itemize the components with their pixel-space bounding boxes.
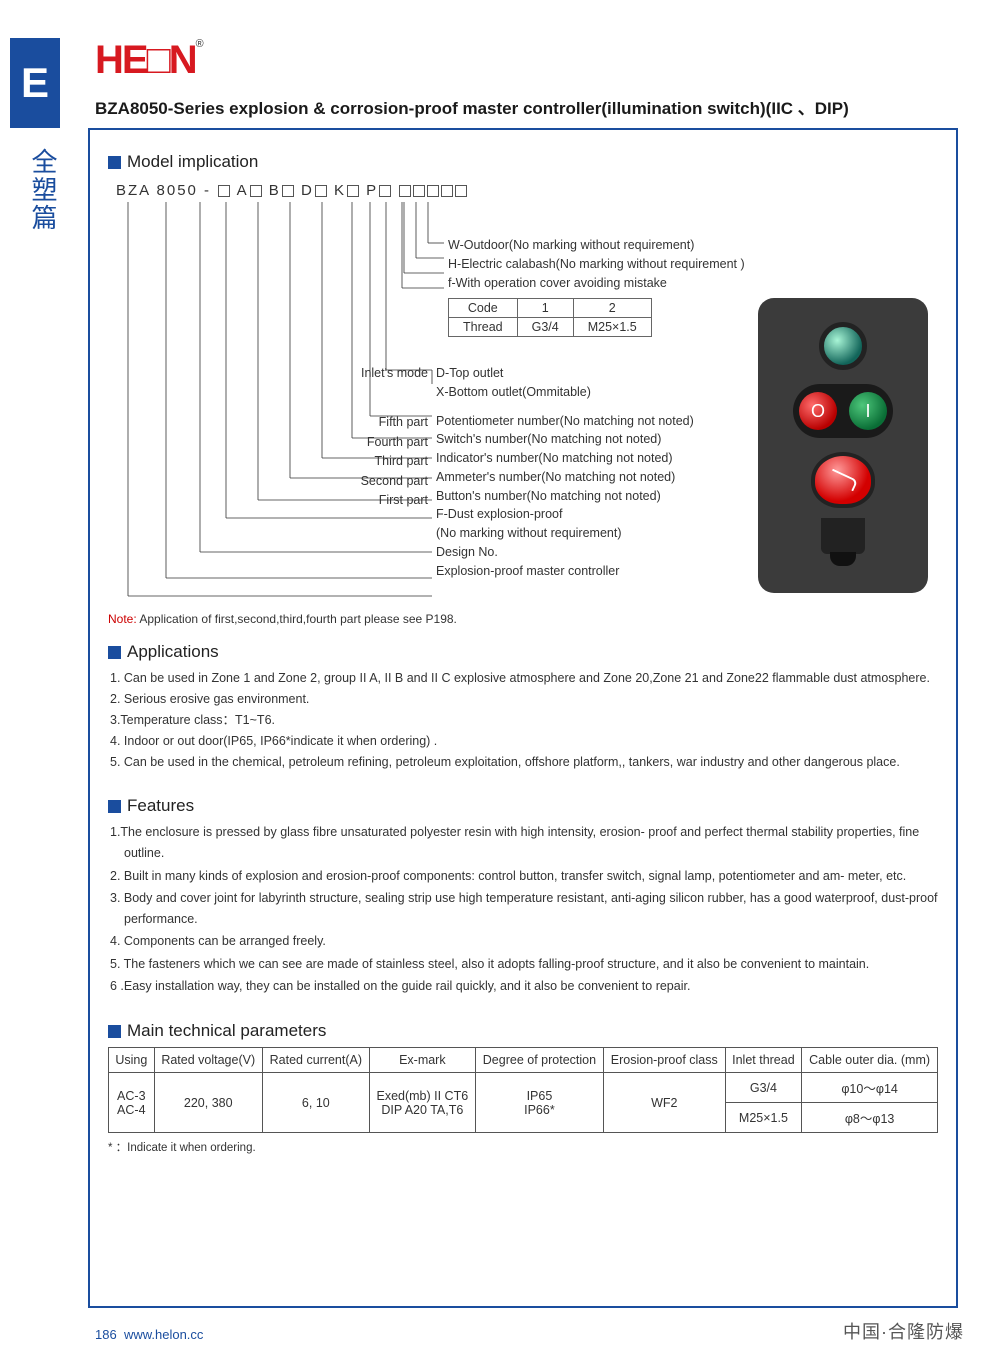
params-table: Using Rated voltage(V) Rated current(A) …	[108, 1047, 938, 1133]
footer-brand: 中国·合隆防爆	[843, 1318, 964, 1344]
section-title: Model implication	[127, 152, 258, 172]
side-cn-label: 全塑篇	[24, 148, 61, 232]
part-labels: Inlet's mode Fifth part Fourth part Thir…	[308, 364, 428, 510]
applications-list: 1. Can be used in Zone 1 and Zone 2, gro…	[108, 668, 938, 772]
list-item: 3. Body and cover joint for labyrinth st…	[110, 888, 938, 931]
line-d: D-Top outlet	[436, 364, 694, 383]
emergency-stop-icon	[811, 452, 875, 508]
line-h: H-Electric calabash(No marking without r…	[448, 255, 745, 274]
list-item: 1. Can be used in Zone 1 and Zone 2, gro…	[110, 668, 938, 688]
start-button-icon: I	[849, 392, 887, 430]
features-list: 1.The enclosure is pressed by glass fibr…	[108, 822, 938, 997]
indicator-lamp-icon	[819, 322, 867, 370]
bullet-icon	[108, 800, 121, 813]
model-diagram: BZA 8050 - A B D K P	[108, 178, 938, 618]
list-item: 2. Built in many kinds of explosion and …	[110, 866, 938, 887]
list-item: 4. Indoor or out door(IP65, IP66*indicat…	[110, 731, 938, 751]
list-item: 5. The fasteners which we can see are ma…	[110, 954, 938, 975]
page-number: 186	[95, 1327, 117, 1342]
table-header-row: Using Rated voltage(V) Rated current(A) …	[109, 1048, 938, 1073]
params-footnote: * ：Indicate it when ordering.	[108, 1139, 938, 1155]
dual-button-icon: O I	[793, 384, 893, 438]
list-item: 2. Serious erosive gas environment.	[110, 689, 938, 709]
model-note: Note: Application of first,second,third,…	[108, 612, 457, 626]
line-dust2: (No marking without requirement)	[436, 524, 694, 543]
product-title: BZA8050-Series explosion & corrosion-pro…	[95, 94, 849, 119]
section-title: Applications	[127, 642, 219, 662]
list-item: 4. Components can be arranged freely.	[110, 931, 938, 952]
brand-logo: HE□N	[95, 38, 196, 83]
list-item: 6 .Easy installation way, they can be in…	[110, 976, 938, 997]
mid-explain-group: D-Top outlet X-Bottom outlet(Ommitable) …	[436, 364, 694, 580]
line-design: Design No.	[436, 543, 694, 562]
line-pot: Potentiometer number(No matching not not…	[436, 412, 694, 431]
line-am: Ammeter's number(No matching not noted)	[436, 468, 694, 487]
main-frame: Model implication BZA 8050 - A B D K P	[88, 128, 958, 1308]
stop-button-icon: O	[799, 392, 837, 430]
section-params-head: Main technical parameters	[108, 1021, 938, 1041]
section-features-head: Features	[108, 796, 938, 816]
logo-row: HE□N®	[95, 38, 204, 83]
line-w: W-Outdoor(No marking without requirement…	[448, 236, 745, 255]
line-dust: F-Dust explosion-proof	[436, 505, 694, 524]
table-row: AC-3AC-4 220, 380 6, 10 Exed(mb) II CT6D…	[109, 1073, 938, 1103]
product-image: O I	[758, 298, 928, 593]
bullet-icon	[108, 646, 121, 659]
section-model-head: Model implication	[108, 152, 938, 172]
section-title: Main technical parameters	[127, 1021, 326, 1041]
bullet-icon	[108, 1025, 121, 1038]
line-ind: Indicator's number(No matching not noted…	[436, 449, 694, 468]
cable-gland-icon	[821, 518, 865, 554]
line-sw: Switch's number(No matching not noted)	[436, 430, 694, 449]
list-item: 1.The enclosure is pressed by glass fibr…	[110, 822, 938, 865]
line-exp: Explosion-proof master controller	[436, 562, 694, 581]
thread-table: Code12 ThreadG3/4M25×1.5	[448, 298, 652, 337]
list-item: 3.Temperature class：T1~T6.	[110, 710, 938, 730]
section-title: Features	[127, 796, 194, 816]
section-apps-head: Applications	[108, 642, 938, 662]
footer-left: 186 www.helon.cc	[95, 1327, 203, 1342]
side-tab: E	[10, 38, 60, 128]
line-btn: Button's number(No matching not noted)	[436, 487, 694, 506]
top-explain-group: W-Outdoor(No marking without requirement…	[448, 236, 745, 292]
note-label: Note:	[108, 612, 139, 626]
registered-mark: ®	[196, 38, 204, 50]
list-item: 5. Can be used in the chemical, petroleu…	[110, 752, 938, 772]
line-x: X-Bottom outlet(Ommitable)	[436, 383, 694, 402]
footer-url: www.helon.cc	[124, 1327, 203, 1342]
line-f: f-With operation cover avoiding mistake	[448, 274, 745, 293]
bullet-icon	[108, 156, 121, 169]
